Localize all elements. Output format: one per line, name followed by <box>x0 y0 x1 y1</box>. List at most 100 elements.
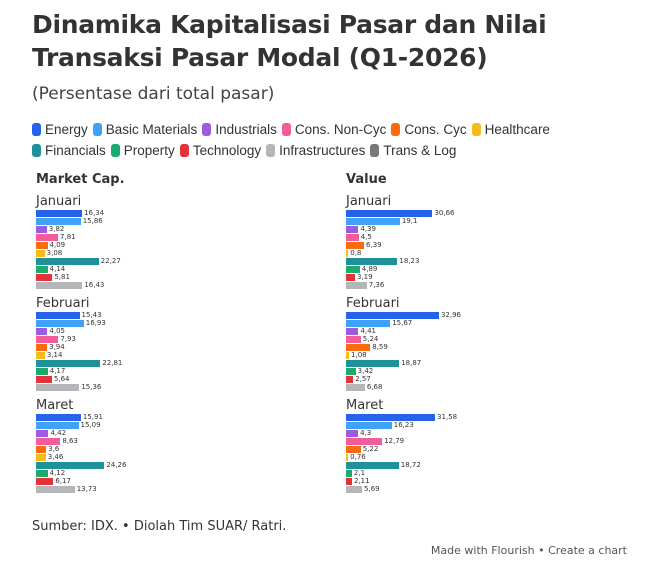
bar-value-label: 6,39 <box>366 241 382 249</box>
legend-item[interactable]: Healthcare <box>471 120 550 139</box>
legend-item[interactable]: Basic Materials <box>92 120 197 139</box>
bar[interactable] <box>346 430 359 437</box>
bar[interactable] <box>346 312 439 319</box>
bar[interactable] <box>36 344 48 351</box>
group-label: Maret <box>36 398 74 413</box>
legend-item[interactable]: Financials <box>32 141 106 160</box>
bar[interactable] <box>346 368 356 375</box>
bar[interactable] <box>346 462 399 469</box>
bar[interactable] <box>36 368 48 375</box>
bar-value-label: 13,73 <box>76 485 97 493</box>
bar-row: 15,67 <box>346 319 636 328</box>
bar[interactable] <box>36 242 48 249</box>
bar[interactable] <box>346 242 365 249</box>
bar[interactable] <box>36 376 52 383</box>
bar[interactable] <box>36 218 81 225</box>
bar-value-label: 2,1 <box>353 469 366 477</box>
bar[interactable] <box>346 384 365 391</box>
bar-value-label: 4,3 <box>360 429 372 437</box>
bar-row: 22,81 <box>36 359 326 368</box>
legend-item[interactable]: Industrials <box>202 120 277 139</box>
bar[interactable] <box>346 352 350 359</box>
bar[interactable] <box>346 328 359 335</box>
bar[interactable] <box>36 282 83 289</box>
bar[interactable] <box>346 486 363 493</box>
bar[interactable] <box>346 218 400 225</box>
legend-label: Property <box>123 143 175 158</box>
bar[interactable] <box>36 250 45 257</box>
bar[interactable] <box>346 320 391 327</box>
bar-row: 3,08 <box>36 249 326 258</box>
bar[interactable] <box>36 470 48 477</box>
bar[interactable] <box>346 478 352 485</box>
bar-value-label: 18,23 <box>399 257 420 265</box>
legend-item[interactable]: Technology <box>179 141 261 160</box>
bar[interactable] <box>36 462 105 469</box>
bar[interactable] <box>36 438 61 445</box>
bar-value-label: 4,41 <box>360 327 377 335</box>
bar[interactable] <box>36 336 59 343</box>
bar[interactable] <box>36 414 81 421</box>
bar[interactable] <box>346 454 349 461</box>
bar[interactable] <box>36 352 45 359</box>
group-label: Januari <box>36 194 82 209</box>
bar-row: 2,1 <box>346 469 636 478</box>
legend-item[interactable]: Energy <box>32 120 88 139</box>
bar[interactable] <box>346 470 352 477</box>
bar-row: 16,43 <box>36 281 326 290</box>
bar[interactable] <box>36 274 53 281</box>
bar-row: 7,36 <box>346 281 636 290</box>
bar-value-label: 6,68 <box>366 383 383 391</box>
bar-group: Maret 15,91 15,09 4,42 8,63 3,6 3,46 24,26 4,12 6… <box>36 398 326 500</box>
bar-value-label: 2,57 <box>355 375 371 383</box>
legend-item[interactable]: Cons. Cyc <box>391 120 467 139</box>
bar[interactable] <box>36 234 59 241</box>
bar[interactable] <box>36 360 101 367</box>
bar[interactable] <box>36 328 48 335</box>
bar[interactable] <box>36 454 46 461</box>
bar[interactable] <box>346 266 360 273</box>
legend-item[interactable]: Trans & Log <box>370 141 456 160</box>
bar-row: 22,27 <box>36 257 326 266</box>
legend-label: Healthcare <box>484 122 550 137</box>
bar[interactable] <box>346 446 361 453</box>
bar[interactable] <box>36 320 84 327</box>
made-with-flourish-link[interactable]: Made with Flourish <box>430 544 535 557</box>
bar-row: 3,6 <box>36 445 326 454</box>
bar[interactable] <box>36 446 47 453</box>
bar[interactable] <box>346 360 400 367</box>
bar[interactable] <box>346 258 398 265</box>
bar[interactable] <box>346 274 355 281</box>
bar[interactable] <box>346 422 392 429</box>
bar[interactable] <box>346 234 359 241</box>
bar[interactable] <box>346 226 359 233</box>
bar[interactable] <box>36 266 48 273</box>
bar-value-label: 4,17 <box>49 367 66 375</box>
bar[interactable] <box>346 336 361 343</box>
bar[interactable] <box>346 210 433 217</box>
bar-row: 15,09 <box>36 421 326 430</box>
bar-value-label: 4,09 <box>49 241 66 249</box>
bar[interactable] <box>36 478 54 485</box>
bar[interactable] <box>346 438 383 445</box>
legend-item[interactable]: Infrastructures <box>266 141 365 160</box>
bar[interactable] <box>346 282 367 289</box>
bar[interactable] <box>346 376 354 383</box>
legend-item[interactable]: Cons. Non-Cyc <box>281 120 386 139</box>
flourish-footer: Made with Flourish • Create a chart <box>431 544 627 557</box>
legend-item[interactable]: Property <box>110 141 175 160</box>
create-chart-link[interactable]: Create a chart <box>548 544 627 557</box>
bar[interactable] <box>346 344 371 351</box>
bar[interactable] <box>36 422 79 429</box>
bar[interactable] <box>36 226 47 233</box>
bar[interactable] <box>36 384 80 391</box>
bar[interactable] <box>36 486 75 493</box>
bar-row: 6,17 <box>36 477 326 486</box>
bar[interactable] <box>346 414 436 421</box>
bar[interactable] <box>36 210 83 217</box>
bar[interactable] <box>36 258 99 265</box>
bar-row: 16,23 <box>346 421 636 430</box>
bar[interactable] <box>36 312 80 319</box>
bar[interactable] <box>346 250 349 257</box>
bar[interactable] <box>36 430 49 437</box>
